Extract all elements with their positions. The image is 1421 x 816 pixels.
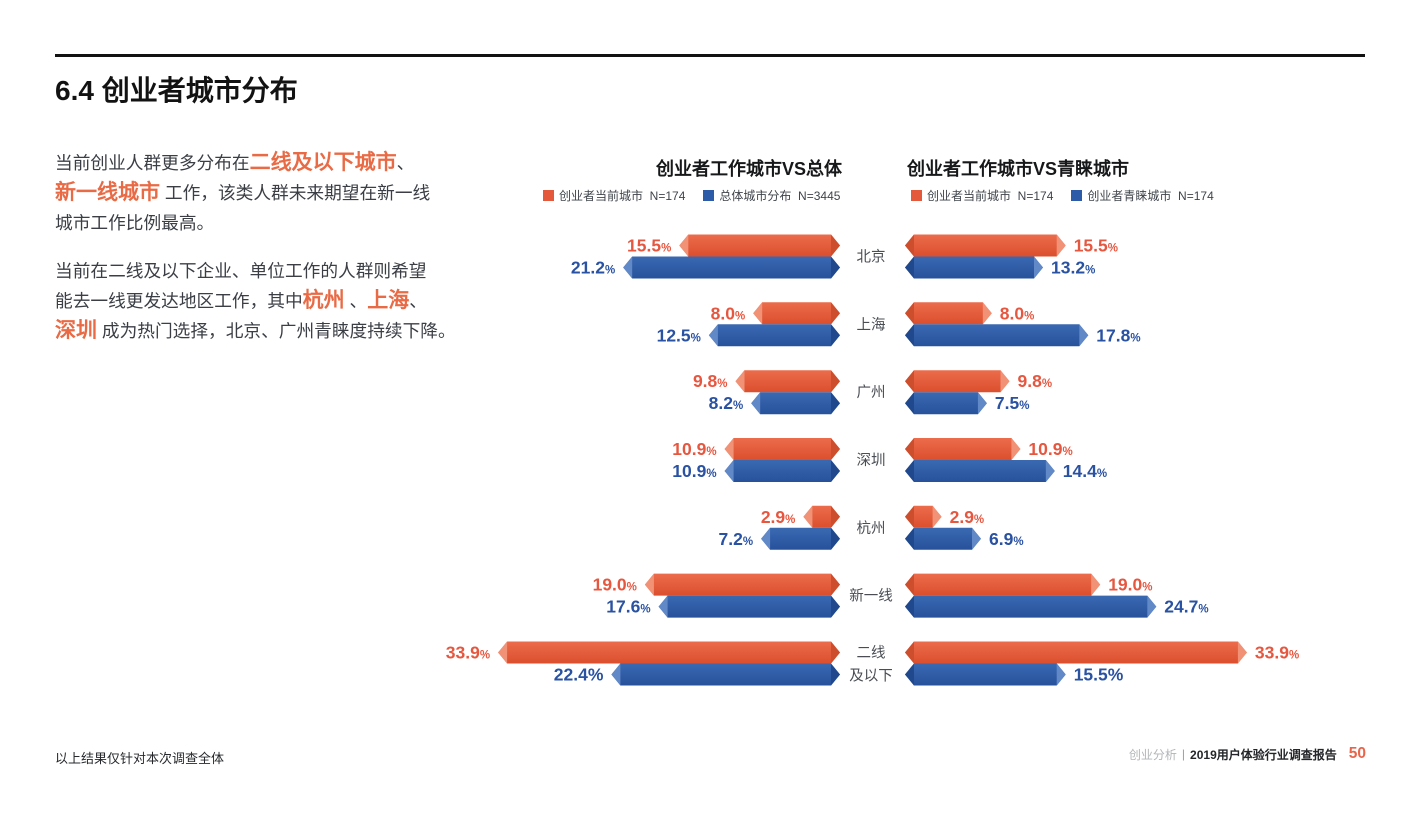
svg-text:15.5%: 15.5%: [1074, 665, 1124, 685]
svg-text:15.5%: 15.5%: [627, 236, 671, 256]
svg-text:9.8%: 9.8%: [1018, 371, 1053, 391]
svg-text:17.6%: 17.6%: [606, 597, 650, 617]
svg-text:2.9%: 2.9%: [950, 507, 985, 527]
svg-text:8.0%: 8.0%: [711, 303, 746, 323]
svg-text:22.4%: 22.4%: [554, 665, 604, 685]
svg-text:9.8%: 9.8%: [693, 371, 728, 391]
svg-text:二线: 二线: [857, 645, 886, 662]
svg-text:19.0%: 19.0%: [1108, 575, 1152, 595]
svg-text:8.0%: 8.0%: [1000, 303, 1035, 323]
svg-text:10.9%: 10.9%: [1028, 439, 1072, 459]
svg-text:12.5%: 12.5%: [657, 325, 701, 345]
svg-text:7.5%: 7.5%: [995, 393, 1030, 413]
svg-text:10.9%: 10.9%: [672, 461, 716, 481]
svg-text:及以下: 及以下: [849, 669, 893, 685]
svg-text:新一线: 新一线: [849, 588, 893, 605]
svg-text:33.9%: 33.9%: [446, 643, 490, 663]
svg-text:10.9%: 10.9%: [672, 439, 716, 459]
svg-text:8.2%: 8.2%: [709, 393, 744, 413]
svg-text:33.9%: 33.9%: [1255, 643, 1299, 663]
svg-text:上海: 上海: [857, 316, 886, 333]
svg-text:2.9%: 2.9%: [761, 507, 796, 527]
svg-text:24.7%: 24.7%: [1164, 597, 1208, 617]
svg-text:北京: 北京: [857, 249, 886, 266]
svg-text:深圳: 深圳: [857, 452, 886, 469]
svg-text:17.8%: 17.8%: [1096, 325, 1140, 345]
svg-text:19.0%: 19.0%: [593, 575, 637, 595]
svg-text:21.2%: 21.2%: [571, 258, 615, 278]
svg-text:广州: 广州: [857, 384, 886, 401]
svg-text:6.9%: 6.9%: [989, 529, 1024, 549]
svg-text:15.5%: 15.5%: [1074, 236, 1118, 256]
svg-text:13.2%: 13.2%: [1051, 258, 1095, 278]
svg-text:杭州: 杭州: [857, 520, 886, 537]
svg-text:7.2%: 7.2%: [719, 529, 754, 549]
svg-text:14.4%: 14.4%: [1063, 461, 1107, 481]
